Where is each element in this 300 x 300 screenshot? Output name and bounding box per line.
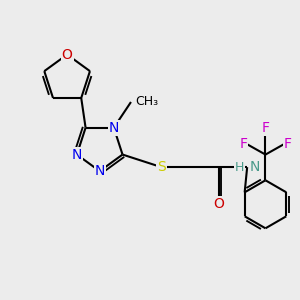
Text: F: F [284, 137, 292, 151]
Text: O: O [62, 47, 73, 61]
Text: S: S [157, 160, 166, 174]
Text: F: F [262, 121, 269, 135]
Text: N: N [109, 121, 119, 135]
Text: N: N [94, 164, 105, 178]
Text: F: F [239, 137, 247, 151]
Text: H: H [235, 160, 244, 174]
Text: N: N [250, 160, 260, 174]
Text: O: O [213, 197, 224, 211]
Text: N: N [72, 148, 82, 162]
Text: CH₃: CH₃ [136, 95, 159, 109]
